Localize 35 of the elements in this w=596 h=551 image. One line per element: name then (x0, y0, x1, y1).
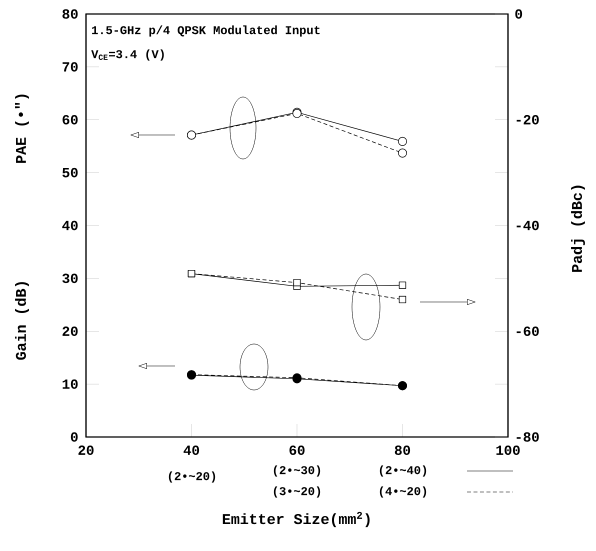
text: V$_{CE}$=3.4 (V) (91, 49, 164, 61)
text: 1.5-GHz p/4 QPSK Modulated Input (92, 25, 320, 37)
y-tick-label: 60 (62, 115, 78, 124)
text: (2•~20) (168, 471, 216, 483)
x-tick-label: 100 (496, 446, 520, 455)
y-tick-label: 30 (62, 274, 78, 284)
y-tick-label: 70 (62, 62, 78, 72)
x-tick-label: 80 (394, 446, 410, 455)
point (293, 278, 301, 286)
point (398, 136, 408, 146)
y-tick-label: 0 (70, 432, 78, 442)
y-axis-title: PAE (•") (15, 94, 29, 163)
x-tick-label: 20 (78, 446, 94, 455)
y-tick-label: 50 (62, 168, 78, 178)
x-tick-label: 60 (289, 446, 305, 455)
text: (2•~30) (274, 465, 320, 477)
y2-tick-label: -80 (516, 432, 539, 442)
y-tick-label: 20 (62, 326, 78, 336)
y-tick-label: 80 (62, 9, 78, 19)
y2-tick-label: -20 (516, 115, 539, 124)
text: Gain (dB) (15, 282, 29, 360)
point (398, 282, 406, 289)
text: (3•~20) (274, 486, 320, 498)
point (398, 296, 406, 304)
y2-tick-label: -60 (516, 326, 539, 336)
y2-tick-label: -40 (516, 220, 539, 230)
y2-tick-label: 0 (515, 9, 522, 19)
text: (2•~40) (380, 465, 426, 477)
y-tick-label: 40 (62, 220, 78, 230)
x-tick-label: 40 (184, 446, 200, 455)
point (398, 148, 408, 158)
x-axis-title: Emitter Size(mm$^{2}$) (222, 512, 370, 528)
y2-axis-title: Padj (dBc) (571, 186, 585, 272)
y-tick-label: 10 (62, 379, 78, 389)
text: (4•~20) (380, 486, 426, 498)
